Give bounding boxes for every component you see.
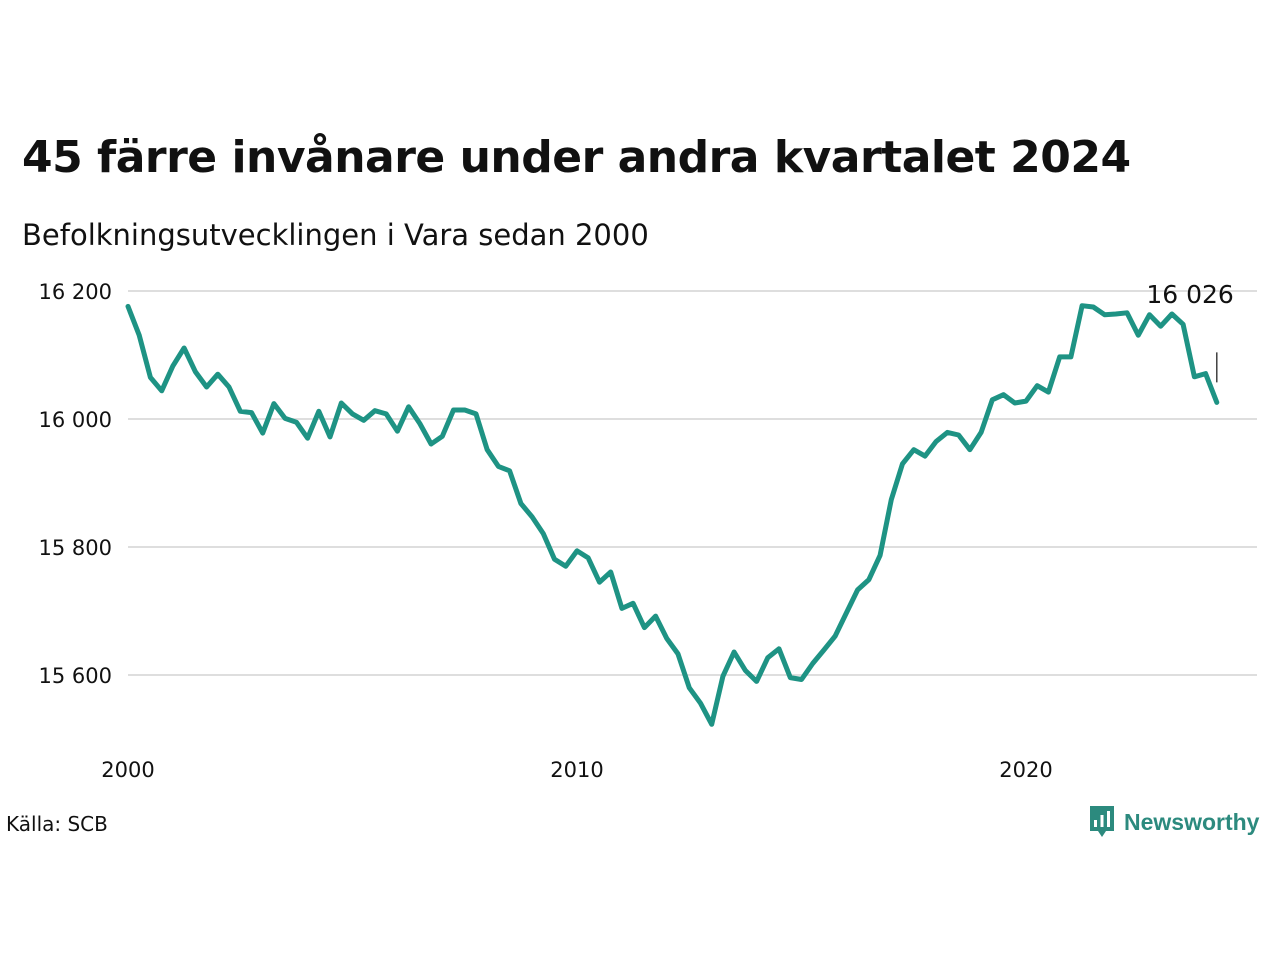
x-tick-label: 2010 bbox=[550, 758, 603, 782]
x-tick-label: 2000 bbox=[101, 758, 154, 782]
y-tick-label: 15 600 bbox=[39, 664, 112, 688]
end-value-label: 16 026 bbox=[1146, 280, 1233, 309]
chart-title: 45 färre invånare under andra kvartalet … bbox=[22, 132, 1131, 183]
gridlines bbox=[128, 290, 1257, 676]
x-tick-label: 2020 bbox=[999, 758, 1052, 782]
newsworthy-logo: Newsworthy bbox=[1088, 804, 1259, 840]
y-tick-label: 15 800 bbox=[39, 536, 112, 560]
y-tick-label: 16 000 bbox=[39, 408, 112, 432]
y-axis-ticks: 15 600 15 800 16 000 16 200 bbox=[39, 280, 112, 688]
line-chart: 15 600 15 800 16 000 16 200 2000 2010 2020 16… bbox=[39, 280, 1257, 782]
bar-chart-badge-icon bbox=[1090, 806, 1114, 837]
y-tick-label: 16 200 bbox=[39, 280, 112, 304]
chart-subtitle: Befolkningsutvecklingen i Vara sedan 200… bbox=[22, 218, 649, 252]
series-line bbox=[125, 303, 1220, 727]
logo-text: Newsworthy bbox=[1124, 808, 1260, 835]
source-note: Källa: SCB bbox=[6, 812, 108, 836]
x-axis-ticks: 2000 2010 2020 bbox=[101, 758, 1052, 782]
